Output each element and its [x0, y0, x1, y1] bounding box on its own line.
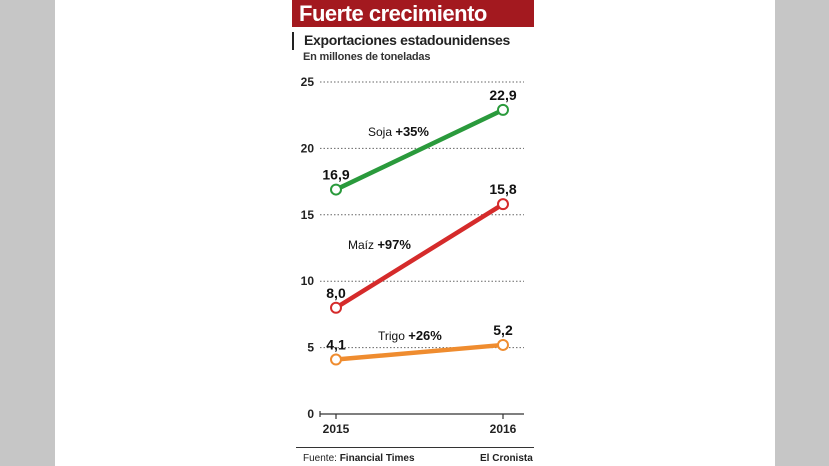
brand-label: El Cronista: [480, 453, 533, 464]
y-axis-unit: En millones de toneladas: [303, 51, 431, 63]
data-point: [330, 301, 342, 314]
chart-title: Fuerte crecimiento: [292, 0, 534, 27]
x-tick-label: 2016: [490, 422, 517, 436]
x-tick-label: 2015: [323, 422, 350, 436]
data-label: 15,8: [489, 181, 516, 197]
chart-subtitle: Exportaciones estadounidenses: [304, 32, 511, 48]
y-tick-label: 10: [301, 274, 315, 288]
data-label: 16,9: [322, 167, 349, 183]
data-point: [497, 103, 509, 116]
source-prefix: Fuente:: [303, 453, 337, 464]
series-name: Trigo: [378, 329, 408, 343]
y-tick-label: 15: [301, 208, 315, 222]
y-tick-label: 5: [307, 341, 314, 355]
data-point: [497, 198, 509, 211]
data-label: 8,0: [326, 285, 346, 301]
series-change: +97%: [377, 237, 411, 252]
data-label: 22,9: [489, 87, 516, 103]
series-change: +26%: [408, 328, 442, 343]
series-label: Maíz +97%: [348, 237, 411, 252]
footer-divider: [296, 447, 534, 448]
subtitle-block: Exportaciones estadounidenses: [292, 32, 510, 50]
series-line-trigo: [333, 342, 506, 362]
y-tick-label: 0: [307, 407, 314, 421]
series-change: +35%: [395, 124, 429, 139]
source-note: Fuente: Financial Times: [303, 453, 415, 464]
source-name: Financial Times: [339, 453, 415, 464]
data-point: [330, 353, 342, 366]
series-line-maíz: [333, 201, 506, 311]
data-point: [497, 338, 509, 351]
data-point: [330, 183, 342, 196]
y-tick-label: 20: [301, 141, 315, 155]
series-line-soja: [333, 107, 506, 192]
series-name: Maíz: [348, 238, 377, 252]
data-label: 4,1: [326, 337, 346, 353]
series-label: Trigo +26%: [378, 328, 442, 343]
series-name: Soja: [368, 125, 395, 139]
chart-panel: [55, 0, 775, 466]
y-tick-label: 25: [301, 75, 315, 89]
data-label: 5,2: [493, 322, 513, 338]
series-label: Soja +35%: [368, 124, 429, 139]
